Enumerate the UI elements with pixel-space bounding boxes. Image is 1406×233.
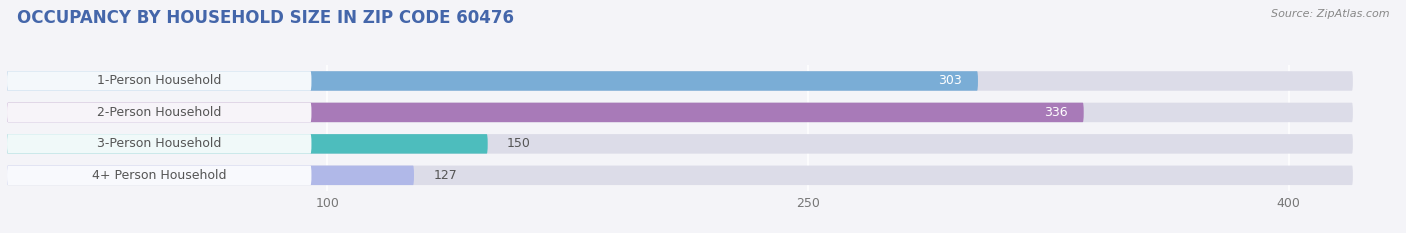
Text: OCCUPANCY BY HOUSEHOLD SIZE IN ZIP CODE 60476: OCCUPANCY BY HOUSEHOLD SIZE IN ZIP CODE … xyxy=(17,9,513,27)
FancyBboxPatch shape xyxy=(7,166,312,185)
Text: Source: ZipAtlas.com: Source: ZipAtlas.com xyxy=(1271,9,1389,19)
FancyBboxPatch shape xyxy=(7,166,413,185)
FancyBboxPatch shape xyxy=(7,134,312,154)
FancyBboxPatch shape xyxy=(7,71,312,91)
Text: 150: 150 xyxy=(508,137,531,150)
FancyBboxPatch shape xyxy=(7,166,1353,185)
Text: 127: 127 xyxy=(433,169,457,182)
FancyBboxPatch shape xyxy=(7,103,312,122)
FancyBboxPatch shape xyxy=(7,103,1084,122)
FancyBboxPatch shape xyxy=(7,71,1353,91)
Text: 336: 336 xyxy=(1045,106,1067,119)
Text: 303: 303 xyxy=(938,75,962,87)
Text: 1-Person Household: 1-Person Household xyxy=(97,75,221,87)
FancyBboxPatch shape xyxy=(7,134,488,154)
FancyBboxPatch shape xyxy=(7,71,979,91)
FancyBboxPatch shape xyxy=(7,134,1353,154)
Text: 3-Person Household: 3-Person Household xyxy=(97,137,221,150)
FancyBboxPatch shape xyxy=(7,103,1353,122)
Text: 2-Person Household: 2-Person Household xyxy=(97,106,221,119)
Text: 4+ Person Household: 4+ Person Household xyxy=(91,169,226,182)
